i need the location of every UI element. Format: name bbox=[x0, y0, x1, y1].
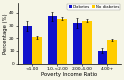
Bar bbox=[107, 40, 117, 64]
X-axis label: Poverty Income Ratio: Poverty Income Ratio bbox=[42, 72, 98, 77]
Bar bbox=[32, 37, 42, 64]
Bar bbox=[73, 23, 82, 64]
Bar bbox=[47, 16, 57, 64]
Y-axis label: Percentage (%): Percentage (%) bbox=[3, 13, 8, 54]
Bar bbox=[57, 19, 67, 64]
Legend: Diabetes, No diabetes: Diabetes, No diabetes bbox=[67, 4, 120, 10]
Bar bbox=[82, 21, 92, 64]
Bar bbox=[23, 26, 32, 64]
Bar bbox=[98, 51, 107, 64]
